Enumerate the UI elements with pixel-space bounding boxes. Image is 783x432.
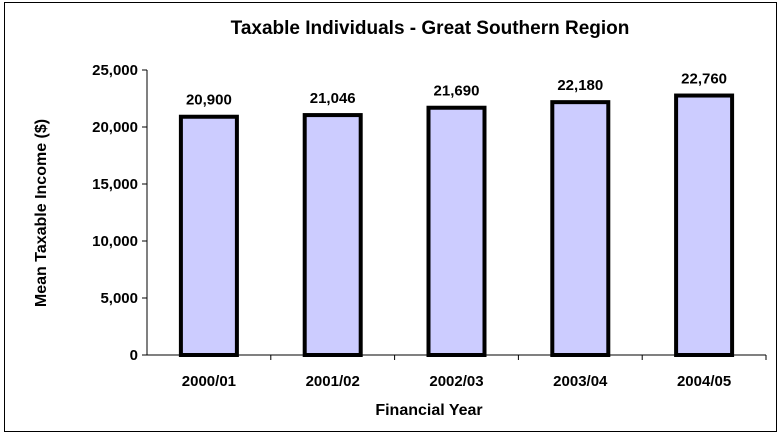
bar-value-label: 21,690 — [434, 83, 480, 100]
x-tick-label: 2001/02 — [306, 373, 360, 390]
x-axis-label: Financial Year — [375, 402, 482, 419]
bars-group: 20,900 21,046 21,690 22,180 22,760 — [178, 71, 735, 358]
y-tick-label: 15,000 — [92, 176, 138, 193]
y-tick-label: 10,000 — [92, 233, 138, 250]
bar-value-label: 21,046 — [310, 90, 356, 107]
y-tick-label: 0 — [130, 347, 138, 364]
chart-title: Taxable Individuals - Great Southern Reg… — [231, 18, 630, 39]
bar — [550, 100, 611, 358]
x-tick-label: 2004/05 — [677, 373, 731, 390]
bar — [674, 93, 735, 357]
bar-value-label: 22,180 — [557, 77, 603, 94]
x-tick-label: 2000/01 — [182, 373, 236, 390]
bar — [178, 114, 239, 357]
y-axis-ticks: 0 5,000 10,000 15,000 20,000 25,000 — [92, 62, 147, 364]
x-tick-label: 2002/03 — [429, 373, 483, 390]
bar-chart: Taxable Individuals - Great Southern Reg… — [33, 18, 767, 419]
bar-value-label: 20,900 — [186, 92, 232, 109]
x-axis-ticks: 2000/01 2001/02 2002/03 2003/04 2004/05 — [182, 355, 767, 390]
x-tick-label: 2003/04 — [553, 373, 608, 390]
y-tick-label: 5,000 — [100, 290, 138, 307]
chart-frame — [4, 2, 777, 432]
y-tick-label: 25,000 — [92, 62, 138, 79]
y-tick-label: 20,000 — [92, 119, 138, 136]
y-axis-label: Mean Taxable Income ($) — [33, 119, 50, 307]
bar — [426, 105, 487, 358]
bar — [302, 113, 363, 357]
bar-value-label: 22,760 — [681, 71, 727, 88]
